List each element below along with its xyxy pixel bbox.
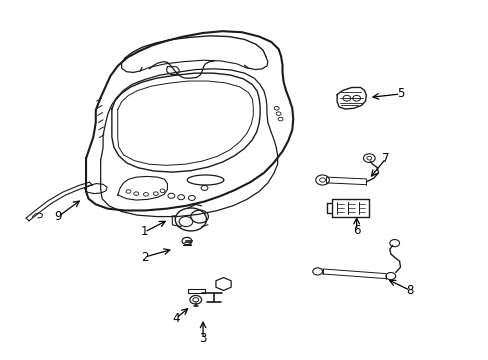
Text: 5: 5 bbox=[396, 87, 404, 100]
Text: 2: 2 bbox=[141, 251, 148, 264]
Text: 3: 3 bbox=[199, 332, 206, 345]
Text: 8: 8 bbox=[406, 284, 413, 297]
Text: 9: 9 bbox=[54, 210, 62, 223]
Text: 7: 7 bbox=[382, 152, 389, 165]
Text: 4: 4 bbox=[172, 311, 180, 325]
Text: 6: 6 bbox=[352, 224, 360, 237]
Text: 1: 1 bbox=[141, 225, 148, 238]
